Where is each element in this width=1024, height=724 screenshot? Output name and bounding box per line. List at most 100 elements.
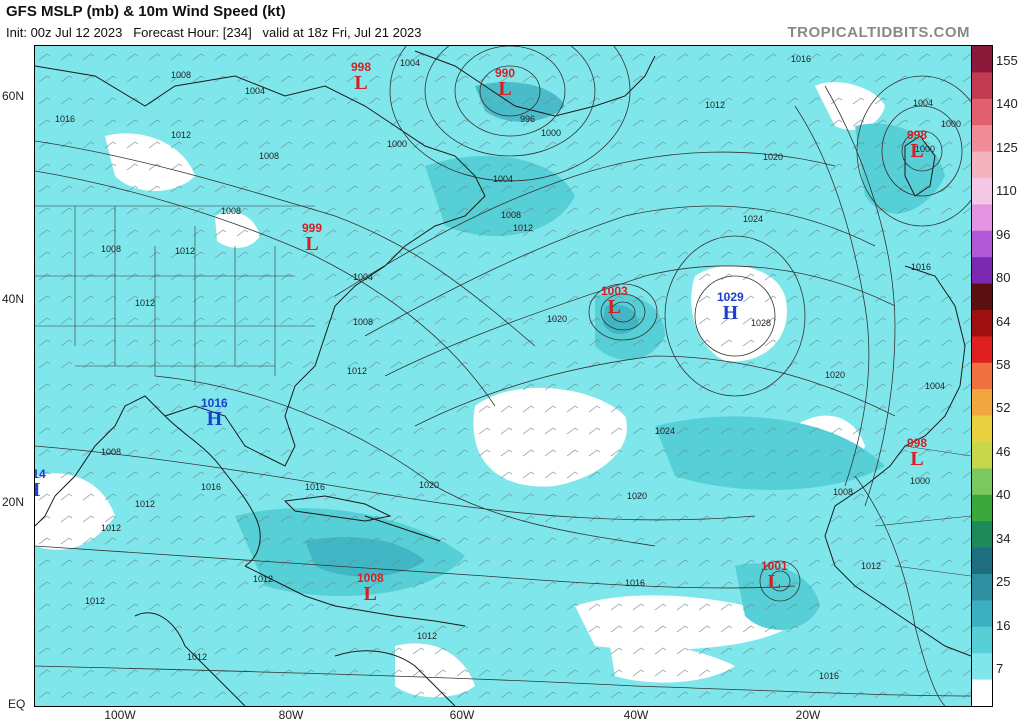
isobar-label: 1000 (915, 144, 936, 154)
isobar-label: 1012 (135, 298, 156, 308)
colorbar-label: 64 (996, 313, 1011, 329)
isobar-label: 1012 (135, 499, 156, 509)
isobar-label: 1020 (627, 491, 648, 501)
colorbar-label: 140 (996, 96, 1018, 112)
colorbar-segment (972, 442, 992, 469)
isobar-label: 1012 (171, 130, 192, 140)
isobar-label: 996 (520, 114, 536, 124)
pressure-letter: L (305, 233, 319, 255)
pressure-value: 990 (495, 66, 516, 80)
colorbar-label: 40 (996, 487, 1011, 503)
isobar-label: 1020 (547, 314, 568, 324)
isobar-label: 1020 (763, 152, 784, 162)
pressure-letter: L (363, 583, 378, 605)
colorbar-label: 110 (996, 183, 1017, 199)
isobar-label: 1012 (705, 100, 726, 110)
pressure-letter: L (910, 140, 924, 162)
pressure-letter: L (910, 448, 924, 470)
colorbar-label: 7 (996, 661, 1004, 676)
colorbar-label: 46 (996, 443, 1011, 459)
isobar-label: 1024 (655, 426, 676, 436)
isobar-label: 1016 (55, 114, 76, 124)
pressure-center-low: 990 L (495, 66, 516, 99)
colorbar-segment (972, 72, 992, 100)
pressure-center-low: 999 L (302, 221, 322, 255)
colorbar-segment (972, 389, 992, 417)
isobar-label: 1016 (305, 482, 326, 492)
colorbar-segment (972, 46, 992, 73)
isobar-label: 1012 (175, 246, 196, 256)
pressure-value: 998 (907, 128, 928, 142)
pressure-letter: L (354, 72, 368, 94)
colorbar-segment (972, 415, 992, 443)
lon-label-100w: 100W (104, 708, 136, 722)
isobar-labels: 1008 1004 1016 1012 1000 996 1000 1004 1… (35, 46, 971, 706)
colorbar-segment (972, 336, 992, 364)
colorbar-segment (972, 230, 992, 258)
lat-label-60n: 60N (2, 89, 25, 103)
pressure-center-low: 998 L (907, 128, 928, 162)
isobar-label: 1012 (513, 223, 534, 233)
colorbar-segment (972, 494, 992, 522)
isobar-label: 1020 (419, 480, 440, 490)
lon-label-20w: 20W (795, 708, 821, 722)
lat-label-40n: 40N (2, 292, 25, 306)
colorbar-segment (972, 310, 992, 337)
isobar-label: 1008 (259, 151, 280, 161)
isobar-label: 1004 (245, 86, 266, 96)
isobar-label: 1024 (743, 214, 764, 224)
pressure-letter: L (767, 571, 782, 593)
colorbar-segment (972, 178, 992, 205)
isobar-label: 1008 (833, 487, 854, 497)
isobar-label: 1004 (913, 98, 934, 108)
pressure-center-low: 998 L (907, 436, 927, 470)
brand-watermark: TROPICALTIDBITS.COM (787, 24, 970, 41)
pressure-value: 1008 (357, 571, 384, 585)
colorbar-label: 52 (996, 400, 1011, 416)
isobar-label: 1016 (201, 482, 222, 492)
pressure-letter: H (722, 302, 739, 324)
colorbar-segment (972, 574, 992, 601)
isobar-label: 1000 (541, 128, 562, 138)
colorbar-label: 80 (996, 270, 1011, 286)
pressure-value: 1003 (601, 284, 628, 298)
colorbar-segment (972, 626, 992, 654)
wind-speed-colorbar (971, 45, 993, 707)
lat-label-eq: EQ (8, 697, 26, 711)
colorbar-segment (972, 98, 992, 126)
pressure-center-high: 1016 H (201, 396, 228, 430)
isobar-label: 1000 (910, 476, 931, 486)
colorbar-label: 125 (996, 139, 1018, 155)
colorbar-segment (972, 679, 992, 707)
pressure-value: 998 (351, 60, 372, 74)
lon-label-60w: 60W (449, 708, 475, 722)
isobar-label: 1016 (625, 578, 646, 588)
isobars (35, 46, 971, 706)
lon-label-40w: 40W (623, 708, 649, 722)
isobar-label: 1004 (400, 58, 421, 68)
colorbar-segment (972, 283, 992, 311)
isobar-label: 1020 (825, 370, 846, 380)
pressure-value: 1016 (201, 396, 228, 410)
isobar-label: 1028 (751, 318, 772, 328)
isobar-label: 1008 (501, 210, 522, 220)
pressure-letter: H (35, 480, 46, 500)
colorbar-segment (972, 600, 992, 628)
isobar-label: 1016 (819, 671, 840, 681)
isobar-label: 1012 (253, 574, 274, 584)
colorbar-label: 34 (996, 530, 1011, 546)
pressure-center-low: 1001 L (761, 559, 788, 593)
map-svg (35, 46, 971, 706)
colorbar-segment (972, 653, 992, 681)
isobar-label: 1004 (925, 381, 946, 391)
isobar-label: 1012 (187, 652, 208, 662)
isobar-label: 1008 (171, 70, 192, 80)
isobar-label: 1000 (387, 139, 408, 149)
pressure-center-low: 1008 L (357, 571, 384, 605)
lat-label-20n: 20N (2, 495, 25, 509)
coastlines (35, 50, 971, 706)
weather-map: 998 L 990 L 999 L 1003 L 1029 H 1016 H 1… (34, 45, 972, 707)
isobar-label: 1012 (347, 366, 368, 376)
pressure-letter: H (206, 408, 223, 430)
pressure-value: 1001 (761, 559, 788, 573)
